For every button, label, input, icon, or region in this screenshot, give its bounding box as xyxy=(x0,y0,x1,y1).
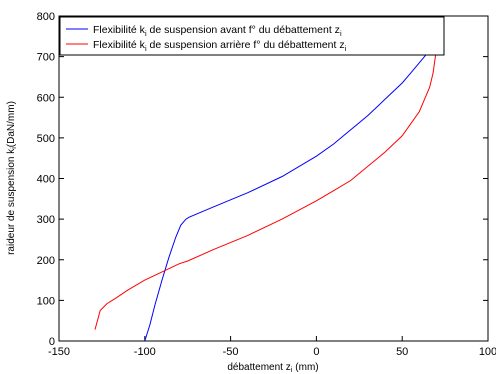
x-tick-label: -100 xyxy=(134,346,156,358)
x-tick-label: -50 xyxy=(223,346,239,358)
y-tick-label: 100 xyxy=(37,295,55,307)
legend-box xyxy=(59,16,445,56)
x-tick-label: -150 xyxy=(48,346,70,358)
x-axis-label: débattement zi (mm) xyxy=(227,362,318,374)
y-tick-label: 300 xyxy=(37,214,55,226)
y-tick-label: 0 xyxy=(49,336,55,348)
legend-entry-rear: Flexibilité ki de suspension arrière f° … xyxy=(93,39,347,53)
series-line-rear xyxy=(94,48,437,330)
y-tick-label: 400 xyxy=(37,174,55,186)
y-tick-label: 700 xyxy=(37,52,55,64)
y-tick-label: 200 xyxy=(37,255,55,267)
x-tick-label: 100 xyxy=(479,346,496,358)
series-line-front xyxy=(144,42,437,342)
legend: Flexibilité ki de suspension avant f° du… xyxy=(59,16,445,56)
y-axis-label: raideur de suspension ki(DaN/mm) xyxy=(6,101,18,255)
plot-area-frame xyxy=(58,15,489,342)
legend-entry-front: Flexibilité ki de suspension avant f° du… xyxy=(93,24,342,38)
y-tick-label: 500 xyxy=(37,133,55,145)
y-tick-label: 800 xyxy=(37,11,55,23)
x-tick-label: 0 xyxy=(313,346,319,358)
series-lines xyxy=(94,42,437,342)
axis-tick-labels: -150 -100 -50 0 50 100 0 100 200 300 400 500 600 700 8… xyxy=(37,11,496,358)
y-tick-label: 600 xyxy=(37,92,55,104)
x-tick-label: 50 xyxy=(396,346,408,358)
